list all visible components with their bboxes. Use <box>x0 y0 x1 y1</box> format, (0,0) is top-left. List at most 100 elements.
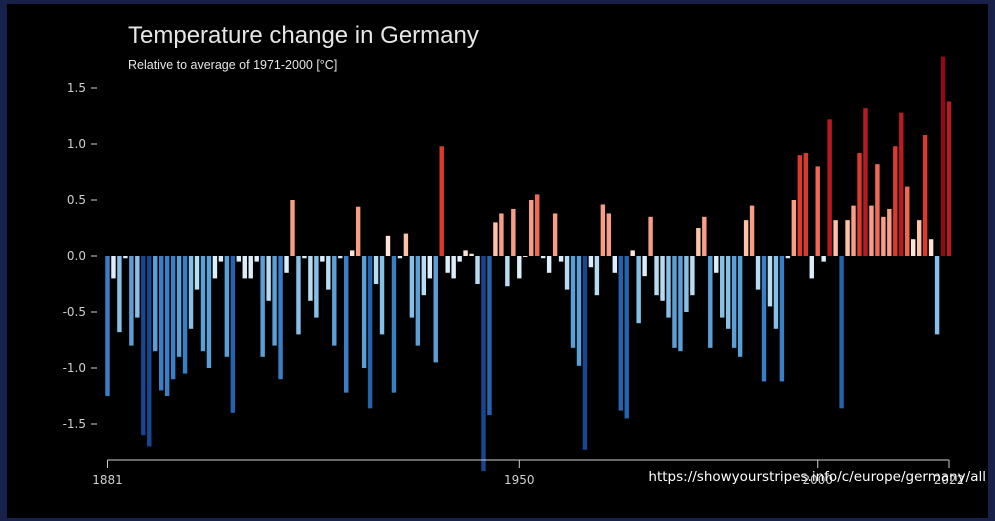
bar-1962 <box>588 256 594 268</box>
x-axis: 1881 1950 2000 2022 <box>92 459 964 487</box>
y-tick-label: -0.5 <box>63 305 86 319</box>
bar-1959 <box>570 256 576 348</box>
bar-2020 <box>934 256 940 335</box>
chart-title: Temperature change in Germany <box>128 22 479 49</box>
bar-1972 <box>648 216 653 256</box>
bar-1961 <box>582 256 588 450</box>
bar-1911 <box>284 256 289 273</box>
bar-1978 <box>684 256 689 312</box>
y-tick-label: 1.5 <box>67 81 86 95</box>
bar-1950 <box>517 256 522 279</box>
bar-1945 <box>487 256 492 416</box>
bar-1940 <box>457 256 462 262</box>
bar-1896 <box>194 256 200 290</box>
bar-1888 <box>147 256 152 447</box>
bar-1952 <box>529 200 534 256</box>
bar-1987 <box>737 256 743 357</box>
bar-1915 <box>308 256 313 301</box>
bar-1963 <box>594 256 600 296</box>
x-tick-label: 1950 <box>504 473 535 487</box>
bar-1981 <box>702 216 707 256</box>
bar-1895 <box>188 256 194 329</box>
bar-1958 <box>564 256 570 290</box>
bar-2011 <box>881 216 886 256</box>
bar-1971 <box>642 256 647 277</box>
bar-1938 <box>445 256 450 273</box>
bar-1902 <box>230 256 236 413</box>
bar-1931 <box>403 233 409 256</box>
bar-1985 <box>725 256 731 329</box>
bar-1988 <box>743 220 749 256</box>
bar-1949 <box>511 208 516 256</box>
bar-1919 <box>332 256 337 346</box>
bar-1894 <box>182 256 188 374</box>
bar-1901 <box>224 256 230 357</box>
bar-1882 <box>111 256 116 279</box>
bar-1885 <box>129 256 134 346</box>
x-tick-label: 2000 <box>802 473 833 487</box>
bar-1925 <box>367 256 373 409</box>
bar-2004 <box>839 256 844 409</box>
bar-1944 <box>481 256 486 472</box>
bar-1893 <box>176 256 182 357</box>
bar-1927 <box>379 256 385 335</box>
bar-2005 <box>845 220 850 256</box>
bar-1916 <box>314 256 319 318</box>
bar-1956 <box>552 213 558 256</box>
bar-1942 <box>469 253 474 256</box>
y-tick-label: 0.5 <box>67 193 86 207</box>
bar-1923 <box>355 206 361 256</box>
x-tick-label: 1881 <box>92 473 123 487</box>
bar-1928 <box>385 235 391 256</box>
bar-1932 <box>409 256 415 318</box>
y-tick-label: -1.0 <box>63 361 86 375</box>
bar-1886 <box>135 256 140 318</box>
bar-1957 <box>558 256 564 262</box>
bar-1941 <box>463 250 468 256</box>
bar-1913 <box>296 256 301 335</box>
bar-1960 <box>576 256 582 366</box>
bar-1953 <box>534 194 540 256</box>
bar-1939 <box>451 256 456 279</box>
bar-1934 <box>421 256 427 296</box>
bar-1892 <box>170 256 176 380</box>
bar-1881 <box>105 256 110 396</box>
bar-1910 <box>278 256 283 380</box>
bar-1993 <box>773 256 779 329</box>
bar-1908 <box>266 256 271 301</box>
bar-1884 <box>123 256 128 259</box>
bar-1883 <box>117 256 122 333</box>
bar-1980 <box>696 228 701 256</box>
bar-1907 <box>260 256 265 357</box>
bar-1946 <box>493 222 498 256</box>
bar-1930 <box>397 256 403 259</box>
bar-1912 <box>290 200 295 256</box>
bar-2014 <box>899 112 904 256</box>
bar-1975 <box>666 256 671 318</box>
bar-1969 <box>630 250 635 256</box>
bar-1979 <box>690 256 695 296</box>
bar-2002 <box>827 119 832 256</box>
bar-1994 <box>779 256 785 382</box>
y-tick-label: 1.0 <box>67 137 86 151</box>
bar-2017 <box>916 220 922 256</box>
bar-1998 <box>803 152 808 256</box>
source-url[interactable]: https://showyourstripes.info/c/europe/ge… <box>648 469 986 485</box>
bar-1943 <box>475 256 480 284</box>
bar-1995 <box>785 256 791 259</box>
y-tick-label: -1.5 <box>63 417 86 431</box>
bar-1924 <box>361 256 367 368</box>
bar-1991 <box>761 256 767 382</box>
bar-2013 <box>893 146 898 256</box>
y-tick-label: 0.0 <box>67 249 86 263</box>
bar-1914 <box>302 256 307 259</box>
bar-1948 <box>505 256 510 287</box>
bar-1889 <box>153 256 158 352</box>
bar-1904 <box>242 256 247 279</box>
bar-1997 <box>797 155 803 256</box>
bar-1954 <box>540 256 546 259</box>
bar-1933 <box>415 256 421 346</box>
bar-1966 <box>612 256 617 273</box>
bar-2010 <box>875 164 880 256</box>
bars-group <box>105 56 952 472</box>
